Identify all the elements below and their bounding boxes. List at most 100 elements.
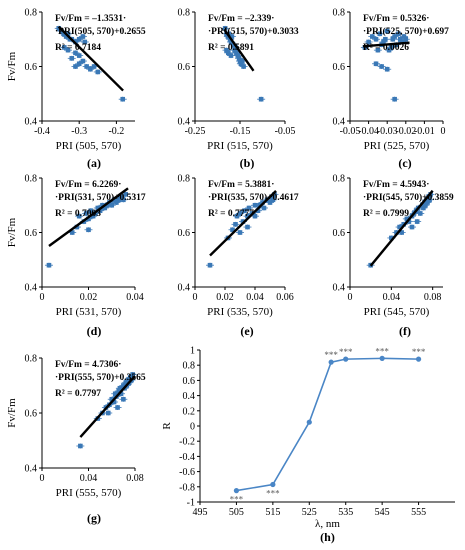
data-point — [116, 388, 122, 394]
data-point — [233, 222, 238, 227]
x-tick-label: -0.05 — [340, 126, 361, 137]
data-point — [65, 47, 71, 53]
data-point — [397, 36, 403, 42]
data-point — [228, 53, 234, 58]
x-tick-label: 555 — [411, 507, 426, 518]
data-point — [384, 66, 390, 72]
series-point — [328, 359, 334, 365]
data-point — [241, 64, 246, 69]
y-tick-label: -1 — [187, 498, 195, 509]
x-tick-label: 0.04 — [383, 292, 401, 303]
y-axis-label: R — [161, 422, 173, 430]
r-squared-label: R² = 0.5891 — [208, 43, 254, 53]
r-squared-label: R² = 0.7797 — [55, 389, 101, 399]
x-axis-label: PRI (535, 570) — [207, 306, 273, 318]
data-point — [375, 47, 381, 53]
data-point — [267, 200, 273, 205]
data-point — [109, 396, 115, 402]
data-point — [116, 197, 122, 203]
data-point — [230, 227, 235, 233]
significance-annotation: *** — [339, 347, 353, 357]
data-point — [128, 374, 133, 380]
data-point — [97, 208, 103, 213]
scatter-panel-a: 0.4 0.6 0.8 -0.4 -0.3 -0.2 Fv/Fm = –1.3531· ·PR… — [6, 8, 146, 171]
y-tick-label: 0.4 — [178, 117, 191, 128]
data-point — [245, 213, 250, 219]
y-tick-label: 0.4 — [333, 117, 346, 128]
r-squared-label: R² = 0.0026 — [363, 43, 409, 53]
y-tick-label: 0.6 — [25, 409, 38, 420]
data-point — [65, 31, 71, 37]
x-tick-label: 535 — [338, 507, 353, 518]
data-point — [82, 39, 88, 45]
data-point — [377, 31, 383, 37]
data-point — [88, 208, 94, 213]
data-point — [234, 50, 239, 56]
y-tick-label: 0.6 — [25, 228, 38, 239]
data-point — [83, 211, 89, 216]
x-axis-label: PRI (555, 570) — [56, 487, 122, 499]
x-tick-label: 0 — [40, 292, 45, 303]
y-tick-label: 0.6 — [333, 228, 346, 239]
data-point — [409, 224, 415, 230]
x-tick-label: -0.4 — [34, 126, 50, 137]
y-tick-label: 0 — [190, 422, 195, 433]
panel-label: (e) — [240, 324, 253, 338]
data-point — [46, 262, 52, 268]
data-point — [104, 202, 110, 208]
data-point — [120, 96, 126, 102]
data-point — [242, 208, 247, 213]
x-tick-label: 0 — [348, 292, 353, 303]
equation-line-1: Fv/Fm = 6.2269· — [55, 180, 121, 190]
data-point — [261, 205, 267, 211]
y-tick-label: 0.8 — [25, 174, 38, 185]
equation-line-1: Fv/Fm = 4.7306· — [55, 360, 121, 370]
data-point — [237, 211, 243, 216]
panel-label: (b) — [240, 156, 255, 170]
series-point — [343, 356, 349, 362]
data-point — [392, 96, 397, 102]
data-point — [123, 192, 128, 197]
data-point — [252, 202, 258, 208]
data-point — [59, 28, 64, 34]
regression-line — [209, 190, 277, 257]
data-point — [111, 399, 117, 405]
x-tick-label: 0.04 — [80, 473, 98, 484]
equation-line-1: Fv/Fm = 5.3881· — [208, 180, 274, 190]
y-tick-label: 0.4 — [25, 464, 38, 475]
regression-line — [57, 25, 124, 92]
y-tick-label: 0.8 — [183, 361, 196, 372]
line-panel-h: -1 -0.8 -0.6 -0.4 -0.2 0 0.2 0.4 0.6 0.8 1 495 505 51… — [161, 346, 455, 544]
data-point — [414, 219, 420, 224]
data-point — [230, 42, 236, 47]
data-point — [109, 202, 115, 208]
data-point — [403, 36, 409, 42]
data-point — [236, 56, 242, 61]
data-point — [425, 200, 430, 205]
data-point — [270, 197, 276, 203]
x-axis-label: PRI (525, 570) — [364, 140, 430, 152]
data-point — [102, 205, 108, 211]
panel-label: (g) — [87, 511, 101, 525]
data-point — [95, 205, 101, 211]
data-point — [226, 50, 231, 56]
y-axis-label: Fv/Fm — [6, 51, 18, 81]
data-point — [76, 53, 82, 58]
data-point — [389, 235, 394, 241]
panel-label: (h) — [320, 530, 335, 544]
data-point — [366, 39, 371, 45]
y-tick-label: 0.6 — [183, 376, 196, 387]
data-point — [130, 372, 135, 377]
panel-label: (f) — [399, 324, 411, 338]
x-tick-label: 0 — [193, 292, 198, 303]
y-tick-label: 0.8 — [178, 174, 191, 185]
panel-label: (d) — [87, 324, 102, 338]
data-point — [95, 69, 101, 75]
x-tick-label: 515 — [265, 507, 280, 518]
data-point — [390, 36, 396, 42]
equation-line-2: ·PRI(555, 570)+0.3565 — [55, 372, 146, 383]
series-point — [415, 356, 422, 362]
regression-line — [79, 375, 136, 438]
data-point — [383, 36, 388, 42]
data-point — [392, 34, 397, 39]
